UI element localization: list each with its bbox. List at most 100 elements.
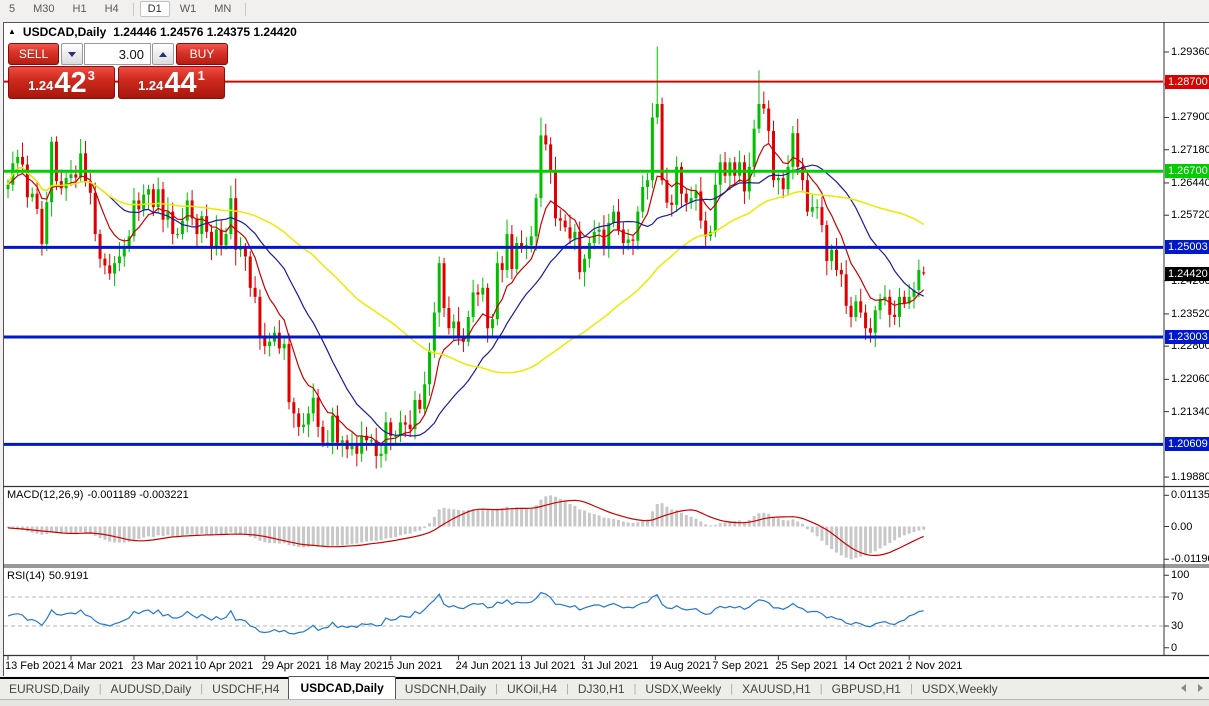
timeframe-button-D1[interactable]: D1 [139, 1, 170, 17]
timeframe-toolbar: 5 M30 H1 H4 D1 W1 MN [0, 0, 1209, 18]
time-axis-label: 23 Mar 2021 [130, 660, 193, 672]
chart-tab-USDCHF-H4[interactable]: USDCHF,H4 [212, 682, 280, 696]
time-axis-label: 13 Feb 2021 [5, 660, 67, 672]
horizontal-levels [4, 80, 1163, 446]
buy-price-big-digits: 44 [164, 67, 197, 99]
volume-input[interactable]: 3.00 [84, 43, 151, 65]
volume-increase-button[interactable] [152, 43, 174, 65]
buy-price-box[interactable]: 1.24 44 1 [118, 66, 225, 99]
scroll-tabs-right-icon[interactable] [1198, 684, 1203, 692]
price-axis-label: 1.21340 [1171, 405, 1209, 418]
sell-price-box[interactable]: 1.24 42 3 [8, 66, 115, 99]
chart-tab-USDCAD-Daily[interactable]: USDCAD,Daily [288, 676, 396, 700]
tabbar-divider [0, 677, 1209, 679]
chart-ohlc-values: 1.24446 1.24576 1.24375 1.24420 [113, 25, 297, 39]
tab-separator: | [819, 683, 823, 695]
one-click-trade-panel: SELL 3.00 BUY 1.24 42 3 1.24 44 1 [8, 43, 228, 100]
time-axis-label: 19 Aug 2021 [649, 660, 712, 672]
time-axis-label: 7 Sep 2021 [712, 660, 769, 672]
scroll-tabs-left-icon[interactable] [1181, 684, 1186, 692]
rsi-scale-label: 100 [1171, 569, 1190, 582]
tab-separator: | [200, 683, 204, 695]
macd-panel [6, 495, 926, 560]
panel-borders [3, 22, 1209, 657]
tab-separator: | [909, 683, 913, 695]
chart-tab-XAUUSD-H1[interactable]: XAUUSD,H1 [742, 682, 811, 696]
macd-scale-label: 0.01135 [1171, 489, 1209, 502]
tab-scroll-arrows [1181, 684, 1203, 692]
rsi-indicator-label: RSI(14) 50.9191 [7, 570, 89, 582]
sell-price-pip-digit: 3 [87, 68, 95, 83]
buy-button[interactable]: BUY [176, 43, 228, 65]
chevron-up-icon [159, 51, 167, 57]
price-axis-label: 1.29360 [1171, 46, 1209, 58]
time-axis-label: 14 Oct 2021 [843, 660, 904, 672]
rsi-scale-label: 0 [1171, 641, 1178, 654]
volume-decrease-button[interactable] [61, 43, 83, 65]
price-axis-label: 1.22060 [1171, 373, 1209, 386]
price-axis-label: 1.23520 [1171, 307, 1209, 320]
ma-fast [7, 142, 925, 445]
toolbar-separator [132, 2, 134, 16]
ma-medium [7, 164, 924, 437]
axis-ticks [7, 51, 1169, 660]
price-axis-label: 1.19880 [1171, 471, 1209, 484]
rsi-panel [4, 591, 1163, 635]
time-axis-label: 31 Jul 2021 [581, 660, 639, 672]
tab-separator: | [98, 683, 102, 695]
buy-price-prefix: 1.24 [138, 78, 164, 93]
price-level-badge: 1.20609 [1165, 437, 1209, 452]
chart-tab-USDX-Weekly[interactable]: USDX,Weekly [645, 682, 722, 696]
buy-price-pip-digit: 1 [197, 68, 205, 83]
chart-tab-AUDUSD-Daily[interactable]: AUDUSD,Daily [110, 682, 192, 696]
time-axis-label: 25 Sep 2021 [775, 660, 838, 672]
macd-indicator-label: MACD(12,26,9) -0.001189 -0.003221 [7, 489, 189, 501]
ma-slow [7, 166, 925, 374]
chevron-down-icon [68, 51, 76, 57]
chart-tab-USDCNH-Daily[interactable]: USDCNH,Daily [404, 682, 487, 696]
time-axis-label: 2 Nov 2021 [906, 660, 963, 672]
price-axis-label: 1.26440 [1171, 176, 1209, 189]
timeframe-button-5[interactable]: 5 [9, 3, 16, 15]
price-axis-label: 1.27900 [1171, 111, 1209, 124]
time-axis-label: 4 Mar 2021 [67, 660, 124, 672]
toolbar-separator [245, 2, 247, 16]
tab-separator: | [633, 683, 637, 695]
price-axis-label: 1.27180 [1171, 143, 1209, 156]
time-axis-label: 29 Apr 2021 [261, 660, 322, 672]
chart-tab-EURUSD-Daily[interactable]: EURUSD,Daily [9, 682, 90, 696]
tab-separator: | [495, 683, 498, 695]
price-level-badge: 1.26700 [1165, 164, 1209, 179]
chart-symbol-label: USDCAD,Daily [22, 25, 107, 39]
tab-separator: | [730, 683, 734, 695]
time-axis-label: 18 May 2021 [324, 660, 389, 672]
chart-tab-GBPUSD-H1[interactable]: GBPUSD,H1 [831, 682, 901, 696]
timeframe-button-H1[interactable]: H1 [72, 3, 87, 15]
price-level-badge: 1.24420 [1165, 266, 1209, 281]
tab-separator: | [566, 683, 569, 695]
timeframe-button-H4[interactable]: H4 [104, 3, 119, 15]
timeframe-button-W1[interactable]: W1 [179, 3, 197, 15]
timeframe-button-M30[interactable]: M30 [33, 3, 55, 15]
chart-tab-bar: EURUSD,Daily | AUDUSD,Daily | USDCHF,H4 USDCA… [0, 676, 1209, 700]
collapse-chart-icon[interactable]: ▲ [8, 27, 16, 36]
rsi-scale-label: 70 [1171, 591, 1184, 603]
sell-button[interactable]: SELL [8, 43, 59, 65]
rsi-scale-label: 30 [1171, 620, 1184, 632]
time-axis-label: 5 Jun 2021 [387, 660, 443, 672]
time-axis-label: 13 Jul 2021 [518, 660, 576, 672]
status-strip [0, 699, 1209, 706]
chart-tab-USDX-Weekly[interactable]: USDX,Weekly [921, 682, 998, 696]
sell-price-big-digits: 42 [54, 67, 87, 99]
timeframe-button-MN[interactable]: MN [214, 3, 232, 15]
macd-scale-label: -0.011904 [1171, 553, 1209, 566]
chart-tab-DJ30-H1[interactable]: DJ30,H1 [577, 682, 625, 696]
macd-scale-label: 0.00 [1171, 520, 1193, 533]
chart-header: ▲ USDCAD,Daily 1.24446 1.24576 1.24375 1… [8, 25, 297, 39]
chart-tab-UKOil-H4[interactable]: UKOil,H4 [507, 682, 558, 696]
price-level-badge: 1.25003 [1165, 240, 1209, 255]
price-axis-label: 1.25720 [1171, 209, 1209, 222]
time-axis-label: 24 Jun 2021 [455, 660, 517, 672]
